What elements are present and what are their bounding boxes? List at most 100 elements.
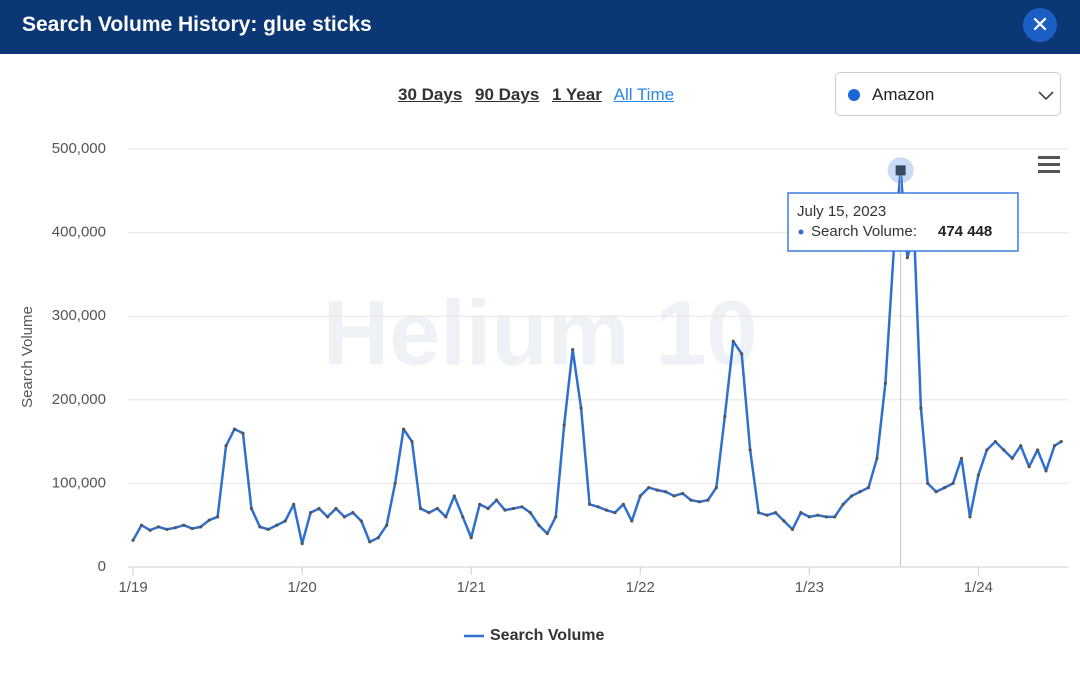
point [587,502,592,506]
point [1052,444,1057,448]
chart: Helium 10 Search Volume 0 100,000 200,000 3… [19,140,1068,644]
point [317,506,321,511]
point [207,518,211,522]
range-button[interactable]: All Time [613,85,675,104]
point [647,485,651,490]
y-axis-title: Search Volume [19,306,36,408]
point [883,381,888,385]
point [308,511,313,515]
point [216,515,220,519]
point [613,511,617,515]
point [1035,448,1040,452]
range-button[interactable]: 90 Days [475,85,540,104]
point [841,502,845,506]
point [165,527,169,531]
point [748,448,752,452]
x-tick-label: 1/23 [795,579,824,596]
marketplace-dropdown[interactable]: Amazon [835,72,1061,116]
point [740,352,744,356]
point [866,485,871,490]
point [131,538,135,542]
point [562,423,566,427]
close-button[interactable]: ✕ [1023,8,1057,42]
point [672,494,676,498]
x-tick-label: 1/20 [288,579,317,596]
point [435,506,439,511]
point [942,485,947,490]
point [249,506,254,511]
point [697,500,702,504]
point [410,440,414,444]
point [511,506,516,511]
point [283,519,287,523]
point [359,519,363,523]
point [875,456,879,460]
point [655,488,659,492]
point [1059,440,1063,444]
point [926,481,930,485]
point [951,481,955,485]
point [630,519,634,523]
point [427,511,431,515]
point [351,511,355,515]
tooltip-label: Search Volume: [811,223,917,240]
marketplace-value: Amazon [872,85,935,104]
point [148,528,152,532]
point [689,498,693,502]
point [680,491,685,496]
point [765,513,769,517]
y-tick-label: 100,000 [52,474,106,491]
point [241,431,245,435]
point [824,515,828,519]
point [664,490,668,494]
point [554,515,558,519]
point [596,505,600,509]
tooltip-dot [798,229,804,235]
point [385,523,389,527]
point [919,406,923,410]
point [452,494,456,498]
point [173,526,177,530]
x-tick-label: 1/22 [626,579,655,596]
point [232,427,237,431]
point [934,490,938,494]
point [723,414,727,419]
range-button[interactable]: 30 Days [398,85,463,104]
point [545,531,549,536]
point [418,506,423,511]
menu-icon[interactable] [1038,156,1060,173]
point [905,256,909,260]
point [520,505,524,509]
point [494,498,499,502]
point [773,511,778,515]
point [503,508,507,512]
point [833,515,837,519]
point [807,515,811,519]
tooltip-value: 474 448 [938,223,992,240]
point [537,523,541,527]
point [731,339,735,343]
point [976,473,980,477]
point [621,502,625,506]
point [959,456,964,460]
point [486,506,490,511]
point [224,444,228,448]
point [1010,456,1014,460]
point [182,523,186,527]
point [1027,465,1031,469]
point [604,508,609,512]
point [258,525,262,529]
point [401,427,406,431]
range-button[interactable]: 1 Year [552,85,602,104]
point [461,515,465,519]
point [1019,444,1023,448]
point [469,536,473,540]
range-selector: 30 Days 90 Days 1 Year All Time [398,85,682,105]
point [334,506,338,511]
point [266,527,270,531]
legend-label: Search Volume [490,627,605,644]
point [816,513,820,517]
point [579,406,583,410]
y-tick-label: 500,000 [52,140,106,157]
